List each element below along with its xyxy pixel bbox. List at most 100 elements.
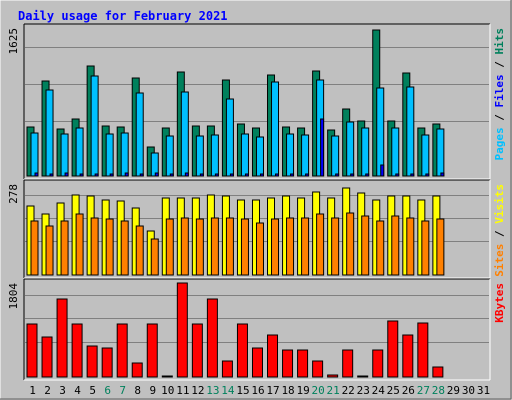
bar-pages-day-11 <box>180 91 189 177</box>
bar-kbytes-day-6 <box>101 347 113 378</box>
day-label-20: 20 <box>312 384 325 397</box>
day-label-28: 28 <box>432 384 445 397</box>
bar-pages-day-21 <box>331 135 340 177</box>
bar-pages-day-10 <box>165 135 174 177</box>
day-label-9: 9 <box>149 384 156 397</box>
bar-files-day-21 <box>335 173 340 177</box>
bar-files-day-25 <box>395 173 400 177</box>
bar-files-day-22 <box>350 173 355 177</box>
bar-pages-day-3 <box>60 133 69 177</box>
chart-title: Daily usage for February 2021 <box>18 9 228 23</box>
day-label-31: 31 <box>477 384 490 397</box>
side-label-sites: Sites <box>493 244 506 277</box>
day-label-14: 14 <box>221 384 235 397</box>
side-label-kbytes: KBytes <box>493 283 506 323</box>
panel-visits: 278 Sites / Visits <box>7 179 506 279</box>
side-label-separator: / <box>493 224 506 244</box>
day-label-15: 15 <box>236 384 249 397</box>
bar-kbytes-day-9 <box>146 323 158 378</box>
day-label-23: 23 <box>357 384 370 397</box>
day-labels: 1 2 3 4 5 6 7 8 9 10 11 12 13 14 15 16 17 18 19 20 21 22 23 24 2… <box>29 384 490 397</box>
bar-pages-day-7 <box>120 132 129 177</box>
day-label-5: 5 <box>89 384 96 397</box>
bar-pages-day-14 <box>225 98 234 177</box>
bar-sites-day-23 <box>361 215 370 276</box>
day-label-19: 19 <box>296 384 309 397</box>
bar-pages-day-23 <box>361 127 370 177</box>
bar-sites-day-4 <box>75 213 84 276</box>
panel-hits: 1625 Pages / Files / Hits <box>7 23 506 180</box>
bar-sites-day-6 <box>105 218 114 276</box>
bar-sites-day-19 <box>301 217 310 276</box>
day-label-16: 16 <box>251 384 264 397</box>
bar-files-day-3 <box>64 172 69 177</box>
bar-files-day-28 <box>440 172 445 177</box>
bar-files-day-26 <box>410 173 415 177</box>
bar-kbytes-day-14 <box>221 360 233 378</box>
day-label-11: 11 <box>176 384 189 397</box>
bar-sites-day-18 <box>286 217 295 276</box>
bar-files-day-2 <box>49 173 54 177</box>
side-label-files: Files <box>493 74 506 107</box>
bar-pages-day-27 <box>421 134 430 177</box>
bar-files-day-4 <box>79 173 84 177</box>
bar-files-day-24 <box>380 164 385 177</box>
bar-sites-day-25 <box>391 215 400 276</box>
bar-files-day-16 <box>259 173 264 177</box>
bar-pages-day-5 <box>90 75 99 177</box>
bar-kbytes-day-2 <box>41 336 53 378</box>
bar-kbytes-day-26 <box>402 334 414 378</box>
bar-sites-day-3 <box>60 220 69 276</box>
bar-sites-day-10 <box>165 218 174 276</box>
bar-pages-day-25 <box>391 127 400 177</box>
bar-files-day-15 <box>244 173 249 177</box>
bar-kbytes-day-4 <box>71 323 83 378</box>
bar-kbytes-day-16 <box>251 347 263 378</box>
day-label-25: 25 <box>387 384 400 397</box>
bar-kbytes-day-18 <box>282 349 294 378</box>
bar-files-day-13 <box>214 173 219 177</box>
bar-files-day-17 <box>275 173 280 177</box>
bar-pages-day-8 <box>135 92 144 177</box>
day-label-21: 21 <box>327 384 340 397</box>
bar-sites-day-12 <box>195 218 204 276</box>
bar-kbytes-day-22 <box>342 349 354 378</box>
day-label-26: 26 <box>402 384 415 397</box>
bar-files-day-20 <box>320 118 325 177</box>
bar-files-day-7 <box>124 172 129 177</box>
bar-sites-day-17 <box>271 218 280 276</box>
bar-kbytes-day-24 <box>372 349 384 378</box>
bar-sites-day-20 <box>316 213 325 276</box>
bar-files-day-6 <box>109 173 114 177</box>
bar-files-day-12 <box>199 173 204 177</box>
bar-pages-day-19 <box>301 134 310 177</box>
bar-kbytes-day-17 <box>267 334 279 378</box>
bar-pages-day-26 <box>406 86 415 177</box>
day-label-29: 29 <box>447 384 460 397</box>
bar-files-day-14 <box>229 173 234 177</box>
bar-sites-day-24 <box>376 220 385 276</box>
day-label-2: 2 <box>44 384 51 397</box>
panel-hits-side-label: Pages / Files / Hits <box>493 28 506 161</box>
bar-pages-day-1 <box>30 132 39 177</box>
bar-sites-day-15 <box>240 218 249 276</box>
panel-visits-side-label: Sites / Visits <box>493 184 506 277</box>
bar-sites-day-5 <box>90 217 99 276</box>
bar-files-day-23 <box>365 173 370 177</box>
day-label-27: 27 <box>417 384 430 397</box>
panel-hits-ymax-label: 1625 <box>7 28 20 55</box>
bar-sites-day-27 <box>421 220 430 276</box>
side-label-separator: / <box>493 108 506 128</box>
bar-sites-day-13 <box>210 217 219 276</box>
bar-kbytes-day-1 <box>26 323 38 378</box>
bar-files-day-11 <box>184 172 189 177</box>
bar-files-day-18 <box>290 173 295 177</box>
day-label-17: 17 <box>266 384 279 397</box>
chart-panels: 1625 Pages / Files / Hits 278 Sites / Visit… <box>7 23 506 381</box>
bar-sites-day-14 <box>225 217 234 276</box>
day-label-18: 18 <box>281 384 294 397</box>
bar-files-day-27 <box>425 173 430 177</box>
bar-sites-day-26 <box>406 217 415 276</box>
bar-pages-day-16 <box>255 136 264 177</box>
